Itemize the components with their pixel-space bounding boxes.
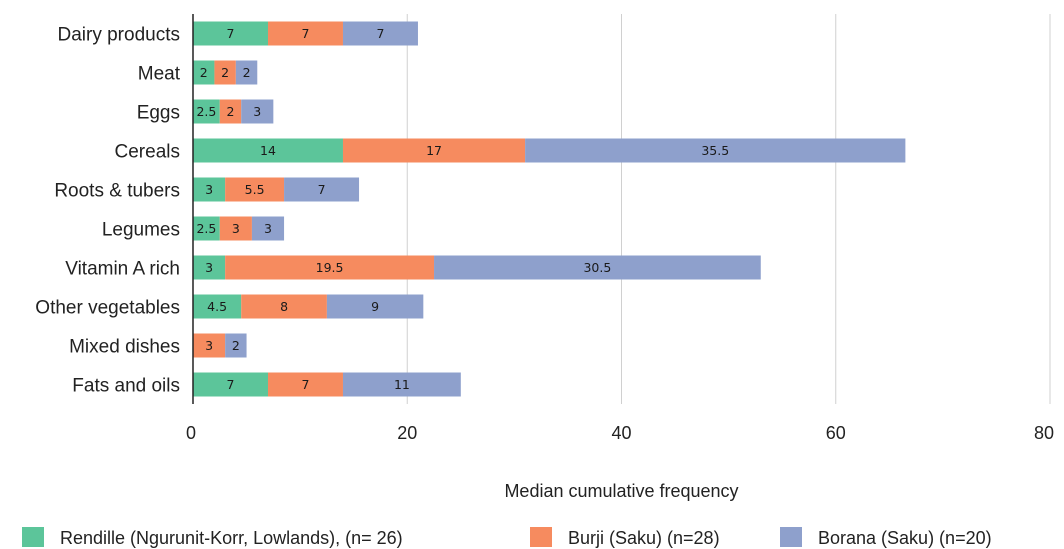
data-label-dairy-products-series-1: 7 bbox=[227, 26, 235, 41]
data-label-fats-and-oils-series-2: 7 bbox=[302, 377, 310, 392]
x-tick-label-40: 40 bbox=[611, 423, 631, 443]
data-label-meat-series-1: 2 bbox=[200, 65, 208, 80]
category-label-other-vegetables: Other vegetables bbox=[35, 298, 180, 319]
bar-segment-other-vegetables-series-3 bbox=[326, 294, 424, 319]
legend-label-series-2: Burji (Saku) (n=28) bbox=[568, 528, 720, 548]
legend-label-series-1: Rendille (Ngurunit-Korr, Lowlands), (n= … bbox=[60, 528, 403, 548]
x-tick-label-80: 80 bbox=[1034, 423, 1054, 443]
bar-segment-cereals-series-3 bbox=[525, 138, 906, 163]
bar-segment-dairy-products-series-2 bbox=[267, 21, 343, 46]
bar-segment-eggs-series-2 bbox=[219, 99, 242, 124]
data-label-meat-series-2: 2 bbox=[221, 65, 229, 80]
data-label-roots-tubers-series-2: 5.5 bbox=[245, 182, 265, 197]
bar-segment-fats-and-oils-series-2 bbox=[267, 372, 343, 397]
data-label-mixed-dishes-series-2: 3 bbox=[205, 338, 213, 353]
legend-swatch-series-1 bbox=[22, 527, 44, 547]
bar-segment-fats-and-oils-series-3 bbox=[342, 372, 461, 397]
data-label-legumes-series-3: 3 bbox=[264, 221, 272, 236]
data-label-eggs-series-3: 3 bbox=[253, 104, 261, 119]
data-label-cereals-series-3: 35.5 bbox=[701, 143, 729, 158]
x-tick-label-0: 0 bbox=[186, 423, 196, 443]
legend-swatch-series-3 bbox=[780, 527, 802, 547]
data-label-other-vegetables-series-3: 9 bbox=[371, 299, 379, 314]
data-label-other-vegetables-series-1: 4.5 bbox=[207, 299, 227, 314]
bar-segment-meat-series-3 bbox=[235, 60, 258, 85]
data-label-vitamin-a-rich-series-2: 19.5 bbox=[316, 260, 344, 275]
legend: Rendille (Ngurunit-Korr, Lowlands), (n= … bbox=[22, 527, 992, 548]
data-label-mixed-dishes-series-3: 2 bbox=[232, 338, 240, 353]
bar-segment-vitamin-a-rich-series-3 bbox=[434, 255, 761, 280]
data-label-cereals-series-2: 17 bbox=[426, 143, 442, 158]
data-label-roots-tubers-series-3: 7 bbox=[318, 182, 326, 197]
data-label-meat-series-3: 2 bbox=[243, 65, 251, 80]
grid-lines bbox=[406, 14, 1051, 404]
category-label-meat: Meat bbox=[138, 64, 181, 85]
bar-segment-roots-tubers-series-1 bbox=[193, 177, 226, 202]
data-label-legumes-series-1: 2.5 bbox=[196, 221, 216, 236]
category-labels: Dairy products Meat Eggs Cereals Roots & tub… bbox=[35, 25, 180, 397]
data-label-cereals-series-1: 14 bbox=[260, 143, 276, 158]
bar-segment-meat-series-1 bbox=[193, 60, 215, 85]
data-label-vitamin-a-rich-series-3: 30.5 bbox=[583, 260, 611, 275]
data-label-legumes-series-2: 3 bbox=[232, 221, 240, 236]
legend-label-series-3: Borana (Saku) (n=20) bbox=[818, 528, 992, 548]
bar-segment-cereals-series-2 bbox=[342, 138, 526, 163]
x-tick-label-60: 60 bbox=[826, 423, 846, 443]
category-label-eggs: Eggs bbox=[137, 103, 180, 124]
bar-segment-dairy-products-series-1 bbox=[193, 21, 268, 46]
bar-segment-legumes-series-2 bbox=[219, 216, 252, 241]
data-label-other-vegetables-series-2: 8 bbox=[280, 299, 288, 314]
data-label-fats-and-oils-series-1: 7 bbox=[227, 377, 235, 392]
category-label-roots-tubers: Roots & tubers bbox=[54, 181, 180, 202]
bar-segment-other-vegetables-series-1 bbox=[193, 294, 242, 319]
bars: 7 7 72 2 22.5 2 314 17 35.53 5.5 72.5 3 33 19.5 30.54.… bbox=[193, 21, 906, 397]
bar-segment-vitamin-a-rich-series-1 bbox=[193, 255, 226, 280]
bar-segment-other-vegetables-series-2 bbox=[241, 294, 327, 319]
bar-segment-legumes-series-3 bbox=[251, 216, 285, 241]
bar-segment-eggs-series-1 bbox=[193, 99, 220, 124]
category-label-fats-and-oils: Fats and oils bbox=[72, 376, 180, 397]
data-label-eggs-series-1: 2.5 bbox=[196, 104, 216, 119]
category-label-cereals: Cereals bbox=[115, 142, 180, 163]
bar-segment-cereals-series-1 bbox=[193, 138, 343, 163]
bar-segment-dairy-products-series-3 bbox=[342, 21, 418, 46]
bar-segment-mixed-dishes-series-3 bbox=[225, 333, 247, 358]
bar-segment-eggs-series-3 bbox=[241, 99, 274, 124]
legend-swatch-series-2 bbox=[530, 527, 552, 547]
x-axis-title: Median cumulative frequency bbox=[504, 481, 738, 501]
bar-segment-roots-tubers-series-3 bbox=[284, 177, 360, 202]
category-label-vitamin-a-rich: Vitamin A rich bbox=[65, 259, 180, 280]
data-label-dairy-products-series-3: 7 bbox=[376, 26, 384, 41]
category-label-dairy-products: Dairy products bbox=[58, 25, 181, 46]
data-label-roots-tubers-series-1: 3 bbox=[205, 182, 213, 197]
data-label-dairy-products-series-2: 7 bbox=[302, 26, 310, 41]
bar-segment-mixed-dishes-series-2 bbox=[193, 333, 226, 358]
data-label-fats-and-oils-series-3: 11 bbox=[394, 377, 410, 392]
category-label-legumes: Legumes bbox=[102, 220, 180, 241]
x-tick-label-20: 20 bbox=[397, 423, 417, 443]
bar-segment-roots-tubers-series-2 bbox=[225, 177, 285, 202]
data-label-vitamin-a-rich-series-1: 3 bbox=[205, 260, 213, 275]
bar-segment-fats-and-oils-series-1 bbox=[193, 372, 268, 397]
data-label-eggs-series-2: 2 bbox=[227, 104, 235, 119]
category-label-mixed-dishes: Mixed dishes bbox=[69, 337, 180, 358]
bar-segment-meat-series-2 bbox=[214, 60, 236, 85]
bar-segment-legumes-series-1 bbox=[193, 216, 220, 241]
bar-segment-vitamin-a-rich-series-2 bbox=[225, 255, 435, 280]
x-tick-labels: 0 20 40 60 80 bbox=[186, 423, 1054, 443]
